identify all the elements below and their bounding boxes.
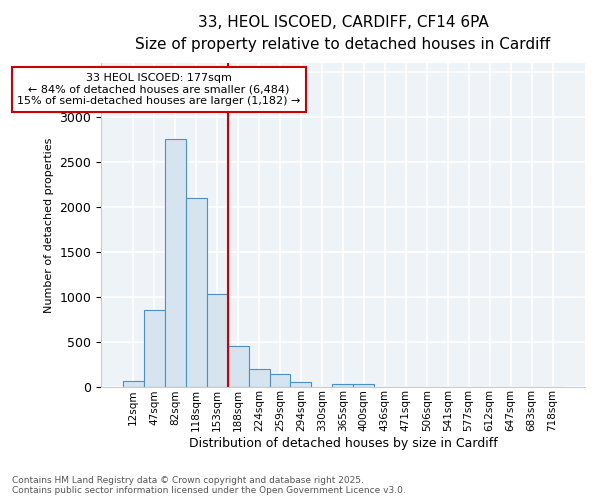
Bar <box>269 374 290 386</box>
Bar <box>123 381 144 386</box>
Bar <box>206 294 227 386</box>
Bar <box>227 346 248 387</box>
Bar <box>144 310 165 386</box>
Bar <box>353 384 374 386</box>
Title: 33, HEOL ISCOED, CARDIFF, CF14 6PA
Size of property relative to detached houses : 33, HEOL ISCOED, CARDIFF, CF14 6PA Size … <box>136 15 550 52</box>
Bar <box>185 198 206 386</box>
Bar <box>248 368 269 386</box>
Y-axis label: Number of detached properties: Number of detached properties <box>44 137 53 312</box>
Text: Contains HM Land Registry data © Crown copyright and database right 2025.
Contai: Contains HM Land Registry data © Crown c… <box>12 476 406 495</box>
X-axis label: Distribution of detached houses by size in Cardiff: Distribution of detached houses by size … <box>188 437 497 450</box>
Bar <box>290 382 311 386</box>
Text: 33 HEOL ISCOED: 177sqm
← 84% of detached houses are smaller (6,484)
15% of semi-: 33 HEOL ISCOED: 177sqm ← 84% of detached… <box>17 73 301 106</box>
Bar <box>165 138 185 386</box>
Bar <box>332 384 353 386</box>
